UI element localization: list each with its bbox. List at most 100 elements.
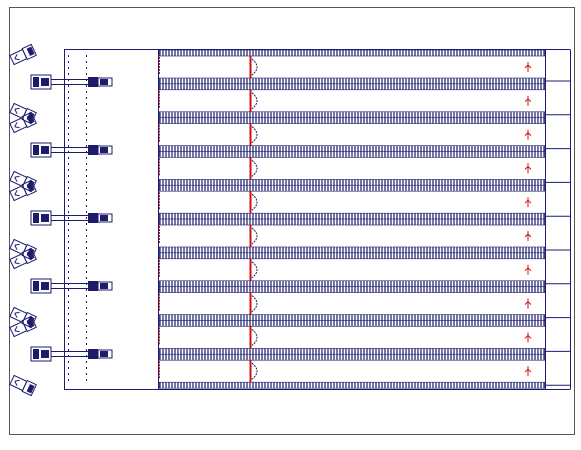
ferrule (97, 145, 113, 155)
hatch-band (158, 83, 546, 91)
red-tick (524, 332, 532, 343)
connector-cap (26, 318, 35, 329)
ferrule (88, 77, 98, 87)
arc (251, 193, 258, 211)
connector-pin (14, 107, 20, 114)
angled-connector (9, 247, 37, 270)
connector-cap (21, 111, 37, 129)
plug-body (30, 346, 52, 362)
red-tick (524, 62, 532, 72)
hatch-band (158, 184, 546, 192)
plug-face (41, 146, 49, 154)
hatch-band (158, 218, 546, 226)
channel (158, 320, 570, 355)
hatch-band (158, 246, 546, 254)
red-tick (524, 264, 532, 275)
ferrule (100, 79, 108, 85)
angled-connector (9, 374, 37, 397)
angled-connector (9, 111, 37, 134)
connector-cap (21, 247, 37, 265)
arc (251, 295, 258, 312)
plug (30, 210, 113, 226)
hatch-band (158, 212, 546, 220)
arc (251, 261, 258, 279)
angled-connector (9, 315, 37, 338)
hatch-band (158, 314, 546, 321)
plug-face (41, 350, 49, 358)
ferrule (100, 215, 108, 221)
plug-face (33, 145, 39, 155)
connector-cap (21, 315, 37, 333)
connectors (9, 43, 113, 397)
plug-face (33, 213, 39, 223)
plug-body (30, 210, 52, 226)
assembly-box (64, 49, 546, 390)
channel (158, 83, 570, 119)
arc (251, 92, 258, 110)
connector-cap (26, 46, 35, 57)
hatch-band (158, 49, 546, 57)
plug-body (30, 278, 52, 294)
channel (158, 252, 570, 288)
connector-cap (26, 114, 35, 125)
plug-body (30, 74, 52, 90)
connector-pin (14, 311, 20, 318)
ferrule (100, 351, 108, 357)
connector-pin (14, 54, 20, 61)
plug-face (41, 282, 49, 290)
red-tick (524, 197, 532, 208)
red-tick (524, 129, 532, 140)
connector-cap (26, 182, 35, 193)
hatch-band (158, 145, 546, 152)
angled-connector (9, 43, 37, 66)
channel (158, 218, 570, 254)
ferrule (88, 213, 98, 223)
connector-pin (14, 175, 20, 182)
hatch-band (158, 280, 546, 288)
ferrule (100, 147, 108, 153)
hatch-band (158, 179, 546, 186)
angled-connector (9, 179, 37, 202)
connector-pin (14, 122, 20, 129)
plug-body (30, 142, 52, 158)
red-tick (524, 231, 532, 241)
connector-pin (14, 326, 20, 333)
ferrule (97, 349, 113, 359)
connector-cap (21, 43, 37, 61)
red-tick (524, 95, 532, 106)
hatch-band (158, 77, 546, 85)
connector-cap (21, 379, 37, 397)
plug (30, 278, 113, 294)
ferrule (88, 349, 98, 359)
connector-cap (26, 383, 35, 394)
hatch-band (158, 320, 546, 327)
hatch-band (158, 117, 546, 124)
arc (251, 126, 258, 143)
plug-face (33, 77, 39, 87)
arc (251, 329, 258, 346)
red-tick (524, 163, 532, 174)
ferrule (97, 281, 113, 291)
ferrule (97, 77, 113, 87)
plug-face (41, 214, 49, 222)
connector-pin (14, 190, 20, 197)
hatch-band (158, 381, 546, 389)
plug-face (41, 78, 49, 86)
hatch-band (158, 252, 546, 260)
red-tick (524, 366, 532, 377)
arc (251, 160, 258, 177)
plug (30, 74, 113, 90)
connector-pin (14, 258, 20, 265)
plug (30, 142, 113, 158)
plug-face (33, 349, 39, 359)
arc (251, 58, 258, 76)
hatch-band (158, 353, 546, 361)
ferrule (88, 145, 98, 155)
plug-face (33, 281, 39, 291)
channel (158, 353, 570, 389)
connector-pin (14, 379, 20, 386)
hatch-band (158, 151, 546, 158)
connector-cap (21, 179, 37, 197)
arc (251, 362, 258, 380)
